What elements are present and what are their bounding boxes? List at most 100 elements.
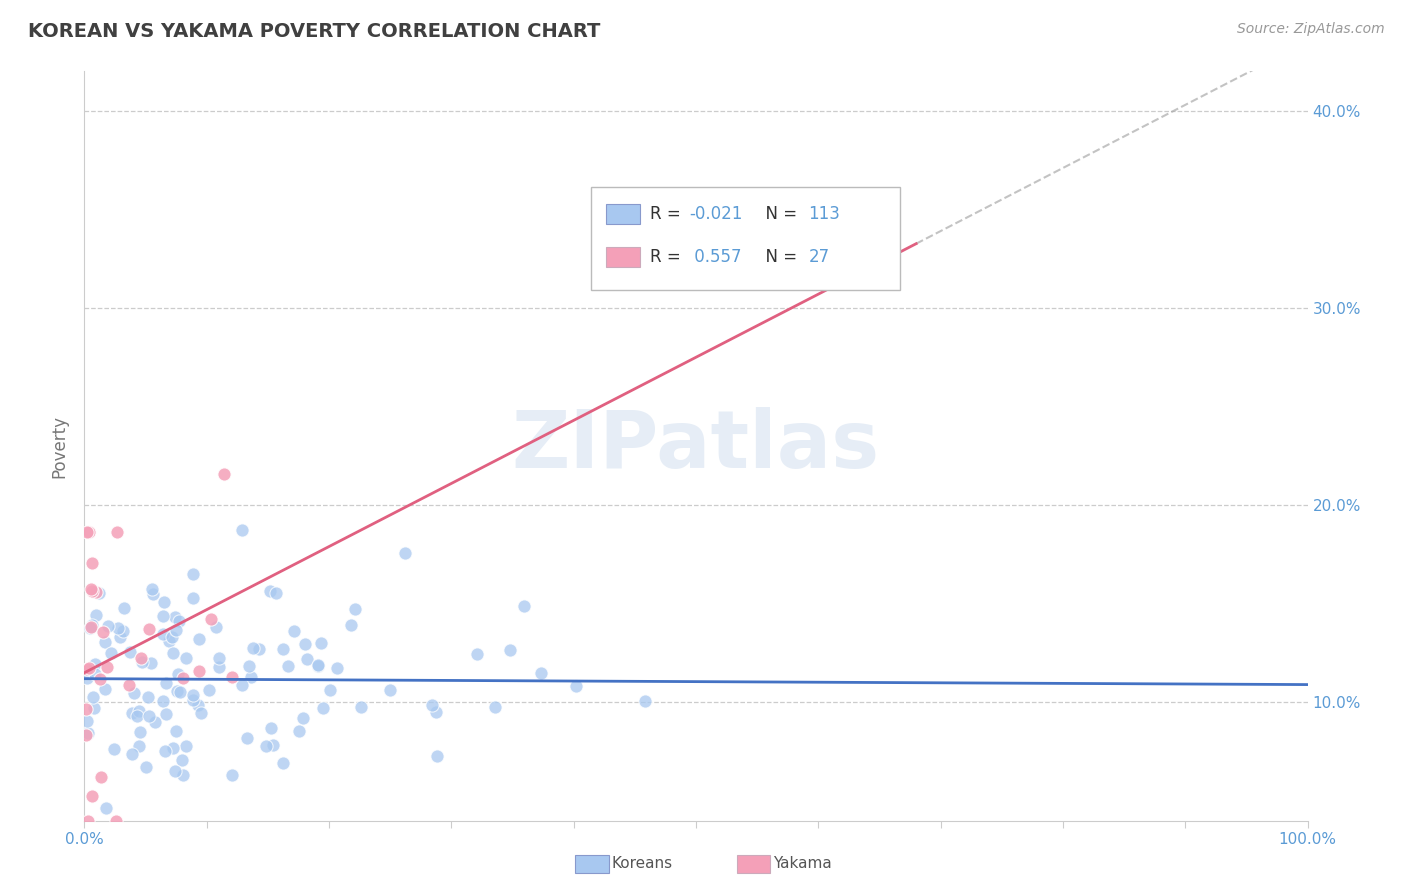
Point xyxy=(254,739,277,754)
Point xyxy=(80,789,103,803)
Point xyxy=(84,607,107,622)
Point xyxy=(82,690,104,704)
Point xyxy=(166,683,188,698)
Text: KOREAN VS YAKAMA POVERTY CORRELATION CHART: KOREAN VS YAKAMA POVERTY CORRELATION CHA… xyxy=(28,22,600,41)
Point xyxy=(165,624,187,638)
Point xyxy=(80,584,103,599)
Point xyxy=(205,620,228,634)
Point xyxy=(138,622,160,636)
Point xyxy=(107,621,129,635)
Point xyxy=(77,525,100,540)
Point xyxy=(235,731,257,746)
Point xyxy=(183,591,205,605)
Text: N =: N = xyxy=(755,248,803,266)
Point xyxy=(295,652,318,666)
Point xyxy=(103,741,125,756)
Point xyxy=(105,814,128,828)
Y-axis label: Poverty: Poverty xyxy=(51,415,69,477)
Point xyxy=(319,682,342,697)
Point xyxy=(80,556,103,570)
Text: R =: R = xyxy=(650,248,686,266)
Point xyxy=(83,701,105,715)
Point xyxy=(259,583,281,598)
Point xyxy=(208,651,231,665)
Point xyxy=(277,659,299,673)
Point xyxy=(465,647,488,661)
Point xyxy=(312,701,335,715)
Point xyxy=(162,741,184,756)
Point xyxy=(122,686,145,700)
Point xyxy=(309,635,332,649)
Point xyxy=(238,659,260,673)
Point xyxy=(221,670,243,684)
Point xyxy=(152,627,174,641)
Point xyxy=(484,699,506,714)
Point xyxy=(174,651,197,665)
Point xyxy=(160,630,183,644)
Point xyxy=(128,739,150,753)
Point xyxy=(153,743,176,757)
Point xyxy=(163,764,186,778)
Point xyxy=(143,714,166,729)
Point xyxy=(208,660,231,674)
Point xyxy=(260,721,283,735)
Point xyxy=(288,724,311,739)
Point xyxy=(271,642,294,657)
Point xyxy=(162,646,184,660)
Text: Yakama: Yakama xyxy=(773,856,832,871)
Text: R =: R = xyxy=(650,205,686,223)
Point xyxy=(108,630,131,644)
Point xyxy=(394,545,416,559)
Point xyxy=(89,672,111,686)
Point xyxy=(530,666,553,681)
Point xyxy=(82,617,104,632)
Point xyxy=(340,618,363,632)
Point xyxy=(94,681,117,696)
Point xyxy=(343,602,366,616)
Point xyxy=(129,651,152,665)
Point xyxy=(198,683,221,698)
Point xyxy=(76,662,98,676)
Point xyxy=(181,688,204,702)
Point xyxy=(125,708,148,723)
Text: Source: ZipAtlas.com: Source: ZipAtlas.com xyxy=(1237,22,1385,37)
Point xyxy=(94,801,117,815)
Point xyxy=(283,624,305,638)
Point xyxy=(262,738,284,752)
Point xyxy=(80,582,103,597)
Text: Koreans: Koreans xyxy=(612,856,672,871)
Point xyxy=(152,609,174,624)
Point xyxy=(264,586,287,600)
Point xyxy=(77,661,100,675)
Point xyxy=(231,678,253,692)
Point xyxy=(77,814,100,828)
Point xyxy=(79,621,101,635)
Point xyxy=(83,667,105,681)
Point xyxy=(294,638,316,652)
Point xyxy=(187,664,209,678)
Point xyxy=(79,619,101,633)
Point xyxy=(212,467,235,481)
Text: 113: 113 xyxy=(808,205,841,223)
Point xyxy=(350,700,373,714)
Point xyxy=(499,643,522,657)
Point xyxy=(112,600,135,615)
Point xyxy=(565,679,588,693)
Point xyxy=(307,657,329,672)
Point xyxy=(380,683,402,698)
Point xyxy=(76,714,98,729)
Text: 27: 27 xyxy=(808,248,830,266)
Point xyxy=(271,756,294,770)
Point xyxy=(121,706,143,720)
Point xyxy=(420,698,443,712)
Point xyxy=(135,760,157,774)
Point xyxy=(131,655,153,669)
Point xyxy=(90,770,112,784)
Point xyxy=(136,690,159,704)
Point xyxy=(190,706,212,720)
Point xyxy=(155,706,177,721)
Text: ZIPatlas: ZIPatlas xyxy=(512,407,880,485)
Point xyxy=(326,661,349,675)
Point xyxy=(167,614,190,628)
Point xyxy=(169,685,191,699)
